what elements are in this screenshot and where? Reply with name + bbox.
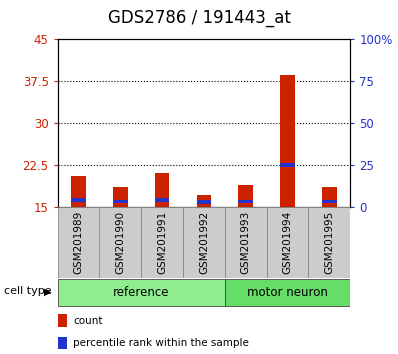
Bar [71,176,86,207]
Bar [113,188,128,207]
Bar [113,200,128,204]
Bar [58,314,67,327]
Text: cell type: cell type [4,286,52,296]
Bar [100,207,141,278]
Text: GSM201993: GSM201993 [241,211,251,274]
Text: ▶: ▶ [44,286,51,296]
Bar [238,185,253,207]
Bar [267,207,308,278]
Text: motor neuron: motor neuron [247,286,328,299]
Bar [280,163,295,167]
Bar [183,207,225,278]
Text: count: count [73,316,103,326]
Bar [322,200,337,204]
Text: GSM201989: GSM201989 [74,211,84,274]
Bar [197,195,211,207]
Bar [71,198,86,202]
Bar [155,198,170,202]
Text: reference: reference [113,286,170,299]
Text: GSM201990: GSM201990 [115,211,125,274]
Text: GDS2786 / 191443_at: GDS2786 / 191443_at [107,9,291,27]
Bar [308,207,350,278]
Bar [280,75,295,207]
Bar [322,188,337,207]
Bar [225,279,350,307]
Text: GSM201992: GSM201992 [199,211,209,274]
Text: percentile rank within the sample: percentile rank within the sample [73,338,249,348]
Bar [197,200,211,204]
Text: GSM201991: GSM201991 [157,211,167,274]
Bar [141,207,183,278]
Bar [58,207,100,278]
Bar [238,200,253,204]
Bar [58,279,225,307]
Text: GSM201995: GSM201995 [324,211,334,274]
Bar [225,207,267,278]
Text: GSM201994: GSM201994 [283,211,293,274]
Bar [155,173,170,207]
Bar [58,337,67,349]
